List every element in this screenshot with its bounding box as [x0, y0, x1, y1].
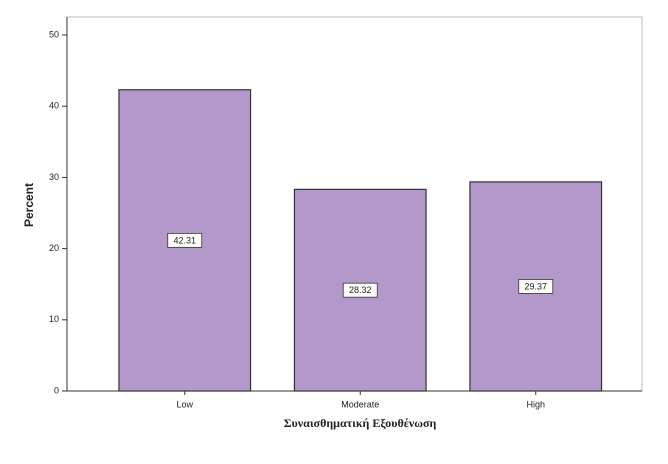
y-tick-label: 0 — [54, 385, 59, 395]
y-tick-label: 40 — [49, 101, 59, 111]
y-tick-label: 50 — [49, 29, 59, 39]
x-tick-label: High — [526, 399, 545, 409]
value-label-box — [342, 282, 378, 298]
value-label: 28.32 — [349, 285, 372, 295]
value-label: 42.31 — [173, 235, 196, 245]
value-label-box — [167, 232, 203, 248]
y-tick-label: 20 — [49, 243, 59, 253]
x-tick-label: Moderate — [341, 399, 379, 409]
value-label-box — [518, 279, 554, 294]
y-axis-title: Percent — [22, 183, 36, 227]
x-tick-label: Low — [176, 399, 193, 409]
y-tick-label: 30 — [49, 172, 59, 182]
y-tick-label: 10 — [49, 314, 59, 324]
value-label: 29.37 — [524, 281, 547, 291]
x-axis-title: Συναισθηματική Εξουθένωση — [284, 416, 437, 430]
